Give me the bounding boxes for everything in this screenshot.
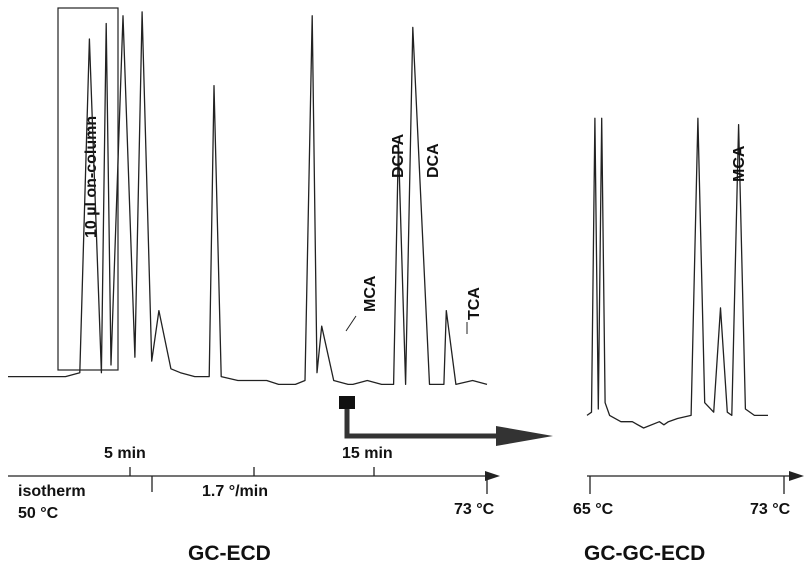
- gc-ecd-trace: [8, 11, 488, 386]
- temp-program-isotherm: isotherm: [18, 483, 86, 500]
- temp-program-rate: 1.7 °/min: [202, 483, 268, 500]
- time-tick-label-5: 5 min: [104, 445, 146, 462]
- gc-gc-axis-arrowhead: [789, 471, 804, 481]
- temp-end-label-left: 73 °C: [454, 501, 495, 518]
- gc-gc-peak-label-mca: MCA: [731, 145, 748, 182]
- gc-gc-ecd-trace: [586, 117, 768, 429]
- gc-gc-ecd-panel: MCA 65 °C 73 °C GC-GC-ECD: [573, 117, 804, 565]
- peak-label-mca-leader: [345, 315, 357, 332]
- peak-label-mca: MCA: [362, 275, 379, 312]
- heart-cut-marker: [339, 396, 355, 409]
- gc-gc-start-label: 65 °C: [573, 501, 614, 518]
- time-tick-label-15: 15 min: [342, 445, 393, 462]
- transfer-arrowhead: [496, 426, 553, 446]
- gc-ecd-panel: 10 µl on-column MCA DCPA DCA TCA 5 min 1…: [8, 7, 553, 565]
- gc-ecd-title: GC-ECD: [188, 542, 271, 565]
- temp-start-label: 50 °C: [18, 505, 59, 522]
- peak-label-dca: DCA: [425, 143, 442, 178]
- time-axis-arrowhead: [485, 471, 500, 481]
- injection-box: [57, 7, 119, 371]
- peak-label-tca: TCA: [466, 287, 483, 320]
- transfer-arrow: [344, 409, 500, 439]
- gc-gc-end-label: 73 °C: [750, 501, 791, 518]
- gc-gc-ecd-title: GC-GC-ECD: [584, 542, 705, 565]
- peak-label-dcpa: DCPA: [390, 133, 407, 178]
